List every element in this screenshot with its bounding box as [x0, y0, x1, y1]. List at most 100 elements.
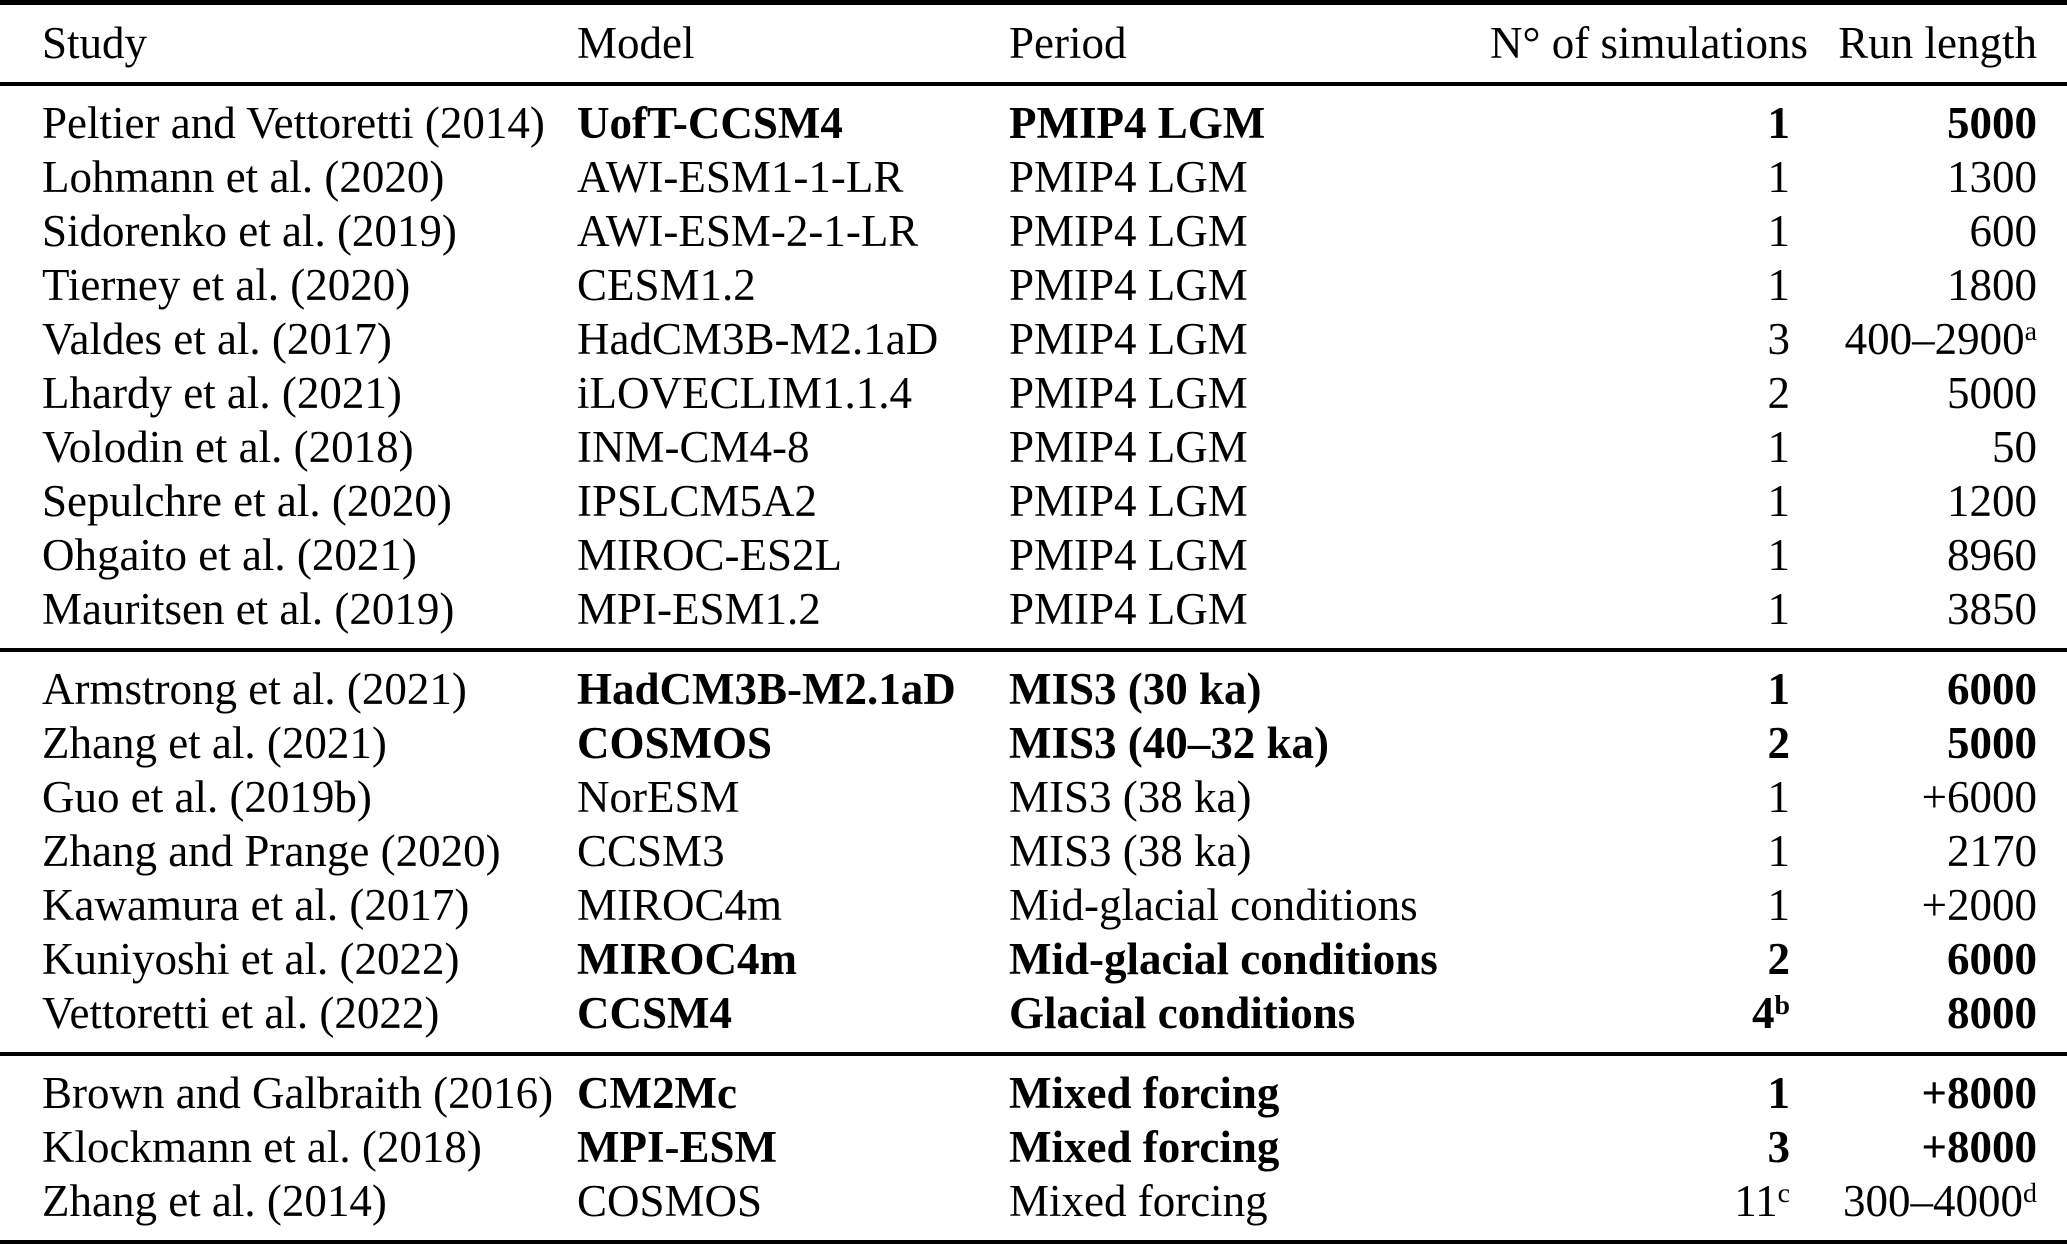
footnote-marker: b — [1774, 989, 1790, 1021]
table-section-mis3-glacial: Armstrong et al. (2021) HadCM3B-M2.1aD MIS… — [0, 650, 2067, 1054]
table-row: Klockmann et al. (2018) MPI-ESM Mixed forc… — [0, 1121, 2067, 1175]
cell-study: Ohgaito et al. (2021) — [42, 530, 417, 581]
cell-study: Guo et al. (2019b) — [42, 772, 372, 823]
table-row: Mauritsen et al. (2019) MPI-ESM1.2 PMIP4 L… — [0, 583, 2067, 650]
cell-study: Lhardy et al. (2021) — [42, 368, 402, 419]
cell-period: PMIP4 LGM — [1009, 260, 1248, 311]
cell-study: Tierney et al. (2020) — [42, 260, 411, 311]
table-row: Sidorenko et al. (2019) AWI-ESM-2-1-LR PMI… — [0, 205, 2067, 259]
cell-period: Mixed forcing — [1009, 1068, 1280, 1119]
table-row: Lhardy et al. (2021) iLOVECLIM1.1.4 PMIP4 … — [0, 367, 2067, 421]
cell-study: Mauritsen et al. (2019) — [42, 584, 455, 635]
cell-run-length: 2170 — [1947, 826, 2037, 877]
cell-run-length: 5000 — [1947, 718, 2037, 769]
table-row: Volodin et al. (2018) INM-CM4-8 PMIP4 LGM 1… — [0, 421, 2067, 475]
cell-n-sims: 1 — [1767, 476, 1791, 527]
cell-run-length: 5000 — [1947, 368, 2037, 419]
cell-run-length: 8960 — [1947, 530, 2037, 581]
cell-model: AWI-ESM1-1-LR — [577, 152, 904, 203]
cell-period: Mixed forcing — [1009, 1122, 1280, 1173]
column-header-model: Model — [577, 2, 1009, 86]
table-row: Kawamura et al. (2017) MIROC4m Mid-glacial… — [0, 879, 2067, 933]
cell-n-sims: 1 — [1767, 1068, 1791, 1119]
cell-period: Mixed forcing — [1009, 1176, 1268, 1227]
cell-n-sims: 1 — [1767, 422, 1791, 473]
cell-model: MIROC4m — [577, 880, 783, 931]
cell-period: PMIP4 LGM — [1009, 476, 1248, 527]
cell-model: NorESM — [577, 772, 740, 823]
cell-model: iLOVECLIM1.1.4 — [577, 368, 912, 419]
table-row: Valdes et al. (2017) HadCM3B-M2.1aD PMIP4 … — [0, 313, 2067, 367]
cell-model: COSMOS — [577, 718, 773, 769]
cell-study: Zhang et al. (2014) — [42, 1176, 387, 1227]
table-row: Armstrong et al. (2021) HadCM3B-M2.1aD MIS… — [0, 650, 2067, 717]
cell-n-sims: 1 — [1767, 530, 1791, 581]
table-section-mixed-forcing: Brown and Galbraith (2016) CM2Mc Mixed for… — [0, 1054, 2067, 1243]
cell-n-sims: 4b — [1751, 988, 1790, 1039]
cell-study: Vettoretti et al. (2022) — [42, 988, 440, 1039]
cell-period: MIS3 (40–32 ka) — [1009, 718, 1330, 769]
cell-run-length: 1300 — [1947, 152, 2037, 203]
column-header-period: Period — [1009, 2, 1490, 86]
table-row: Zhang et al. (2021) COSMOS MIS3 (40–32 ka)… — [0, 717, 2067, 771]
cell-period: PMIP4 LGM — [1009, 530, 1248, 581]
cell-run-length: 400–2900a — [1844, 314, 2037, 365]
cell-n-sims: 3 — [1767, 314, 1791, 365]
cell-n-sims: 1 — [1767, 98, 1791, 149]
cell-study: Zhang et al. (2021) — [42, 718, 387, 769]
table-row: Brown and Galbraith (2016) CM2Mc Mixed for… — [0, 1054, 2067, 1121]
cell-model: CCSM3 — [577, 826, 725, 877]
cell-run-length: 3850 — [1947, 584, 2037, 635]
cell-run-length: 5000 — [1947, 98, 2037, 149]
cell-model: COSMOS — [577, 1176, 763, 1227]
cell-period: PMIP4 LGM — [1009, 422, 1248, 473]
cell-study: Armstrong et al. (2021) — [42, 664, 467, 715]
cell-period: Mid-glacial conditions — [1009, 880, 1418, 931]
cell-run-length: 8000 — [1947, 988, 2037, 1039]
cell-n-sims: 1 — [1767, 152, 1791, 203]
column-header-run-length: Run length — [1790, 2, 2067, 86]
footnote-marker: a — [2024, 315, 2037, 347]
table-row: Vettoretti et al. (2022) CCSM4 Glacial con… — [0, 987, 2067, 1054]
cell-n-sims: 2 — [1767, 718, 1791, 769]
table-row: Tierney et al. (2020) CESM1.2 PMIP4 LGM 1 18… — [0, 259, 2067, 313]
table-row: Sepulchre et al. (2020) IPSLCM5A2 PMIP4 LG… — [0, 475, 2067, 529]
footnote-marker: c — [1777, 1177, 1790, 1209]
table-row: Lohmann et al. (2020) AWI-ESM1-1-LR PMIP4 … — [0, 151, 2067, 205]
cell-n-sims: 1 — [1767, 584, 1791, 635]
cell-study: Lohmann et al. (2020) — [42, 152, 445, 203]
table-row: Ohgaito et al. (2021) MIROC-ES2L PMIP4 LGM… — [0, 529, 2067, 583]
footnote-marker: d — [2023, 1177, 2037, 1209]
cell-study: Klockmann et al. (2018) — [42, 1122, 482, 1173]
cell-model: CESM1.2 — [577, 260, 756, 311]
cell-period: PMIP4 LGM — [1009, 98, 1266, 149]
cell-model: INM-CM4-8 — [577, 422, 810, 473]
cell-model: AWI-ESM-2-1-LR — [577, 206, 919, 257]
cell-run-length: 1200 — [1947, 476, 2037, 527]
cell-period: MIS3 (38 ka) — [1009, 826, 1252, 877]
cell-period: MIS3 (30 ka) — [1009, 664, 1262, 715]
cell-study: Valdes et al. (2017) — [42, 314, 392, 365]
cell-study: Zhang and Prange (2020) — [42, 826, 501, 877]
cell-study: Sepulchre et al. (2020) — [42, 476, 452, 527]
cell-period: PMIP4 LGM — [1009, 584, 1248, 635]
cell-model: MPI-ESM1.2 — [577, 584, 821, 635]
cell-n-sims: 2 — [1767, 934, 1791, 985]
cell-period: PMIP4 LGM — [1009, 206, 1248, 257]
cell-run-length: 600 — [1969, 206, 2038, 257]
table-row: Kuniyoshi et al. (2022) MIROC4m Mid-glacia… — [0, 933, 2067, 987]
cell-period: PMIP4 LGM — [1009, 368, 1248, 419]
table-row: Zhang et al. (2014) COSMOS Mixed forcing 11… — [0, 1175, 2067, 1243]
cell-run-length: +2000 — [1921, 880, 2037, 931]
cell-model: MIROC-ES2L — [577, 530, 843, 581]
cell-run-length: +8000 — [1921, 1068, 2037, 1119]
column-header-n-simulations: N° of simulations — [1490, 2, 1808, 86]
cell-period: PMIP4 LGM — [1009, 152, 1248, 203]
cell-study: Brown and Galbraith (2016) — [42, 1068, 554, 1119]
cell-n-sims: 11c — [1734, 1176, 1790, 1227]
cell-model: HadCM3B-M2.1aD — [577, 664, 956, 715]
cell-run-length: +8000 — [1921, 1122, 2037, 1173]
cell-run-length: +6000 — [1921, 772, 2037, 823]
